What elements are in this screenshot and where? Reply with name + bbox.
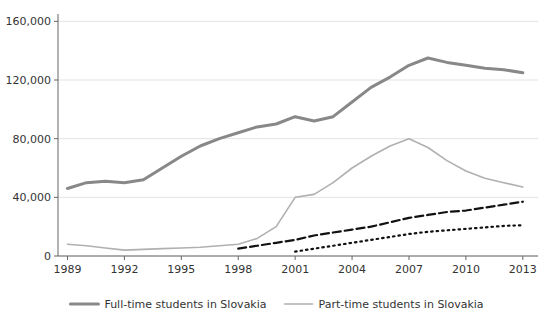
tick-label: 160,000 (6, 15, 52, 28)
tick-mark (295, 256, 296, 260)
tick-label: 2013 (509, 263, 537, 276)
tick-mark (352, 256, 353, 260)
grid-line (58, 21, 538, 22)
tick-label: 1989 (53, 263, 81, 276)
tick-label: 1992 (110, 263, 138, 276)
chart: 040,00080,000120,000160,0001989199219951… (0, 0, 554, 322)
legend-item: Full-time students in Slovakia (70, 298, 266, 311)
tick-mark (465, 256, 466, 260)
tick-label: 2004 (338, 263, 366, 276)
tick-label: 2007 (395, 263, 423, 276)
tick-label: 1998 (224, 263, 252, 276)
tick-label: 2010 (452, 263, 480, 276)
tick-label: 2001 (281, 263, 309, 276)
tick-mark (408, 256, 409, 260)
tick-mark (54, 197, 58, 198)
tick-mark (54, 80, 58, 81)
tick-mark (54, 138, 58, 139)
y-axis: 0 40,000 80,000 120,000 160,000 (6, 14, 539, 263)
tick-mark (54, 256, 58, 257)
grid-line (58, 138, 538, 139)
legend-label: Part-time students in Slovakia (319, 298, 484, 311)
tick-mark (181, 256, 182, 260)
x-axis: 1989 1992 1995 1998 2001 2004 2007 2010 2013 (53, 256, 538, 276)
line (67, 58, 522, 189)
legend: Full-time students in Slovakia Part-time … (70, 298, 483, 311)
legend-swatch (70, 303, 98, 306)
line (67, 139, 522, 250)
tick-mark (238, 256, 239, 260)
tick-label: 80,000 (13, 133, 52, 146)
plot-area (67, 58, 522, 252)
grid-line (58, 256, 538, 257)
tick-label: 40,000 (13, 191, 52, 204)
legend-label: Full-time students in Slovakia (104, 298, 266, 311)
line (238, 202, 523, 249)
axis-line (58, 256, 538, 257)
legend-swatch (285, 303, 313, 305)
tick-mark (124, 256, 125, 260)
tick-label: 1995 (167, 263, 195, 276)
line (295, 225, 523, 251)
tick-mark (522, 256, 523, 260)
grid-line (58, 80, 538, 81)
axis-line (58, 14, 59, 256)
tick-mark (54, 21, 58, 22)
legend-item: Part-time students in Slovakia (285, 298, 484, 311)
tick-mark (67, 256, 68, 260)
tick-label: 0 (44, 250, 51, 263)
tick-label: 120,000 (6, 74, 52, 87)
